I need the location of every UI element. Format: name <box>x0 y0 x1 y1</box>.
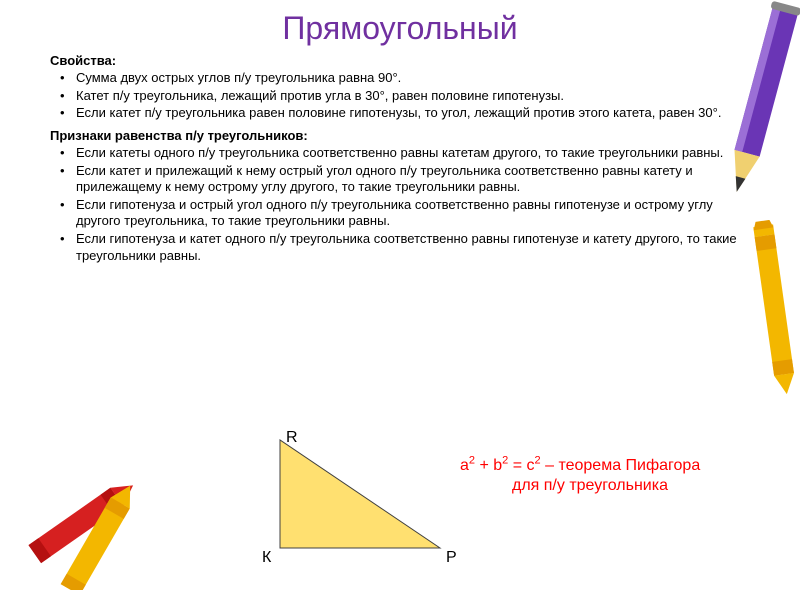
signs-list: Если катеты одного п/у треугольника соот… <box>50 145 750 264</box>
properties-list: Сумма двух острых углов п/у треугольника… <box>50 70 750 122</box>
list-item: Если гипотенуза и острый угол одного п/у… <box>76 197 750 230</box>
diagram-area: R К P a2 + b2 = c2 – теорема Пифагора дл… <box>250 430 750 580</box>
svg-text:К: К <box>262 549 272 566</box>
list-item: Катет п/у треугольника, лежащий против у… <box>76 88 750 105</box>
triangle-diagram: R К P <box>250 430 470 570</box>
list-item: Если катет и прилежащий к нему острый уг… <box>76 163 750 196</box>
list-item: Если гипотенуза и катет одного п/у треуг… <box>76 231 750 264</box>
properties-heading: Свойства: <box>50 53 750 68</box>
page-title: Прямоугольный <box>50 10 750 47</box>
list-item: Если катеты одного п/у треугольника соот… <box>76 145 750 162</box>
signs-heading: Признаки равенства п/у треугольников: <box>50 128 750 143</box>
svg-text:P: P <box>446 549 457 566</box>
svg-text:R: R <box>286 430 298 446</box>
slide-content: Прямоугольный Свойства: Сумма двух остры… <box>0 0 800 264</box>
list-item: Сумма двух острых углов п/у треугольника… <box>76 70 750 87</box>
crayons-bottom-left-icon <box>10 470 160 590</box>
pythagoras-theorem: a2 + b2 = c2 – теорема Пифагора для п/у … <box>460 455 720 496</box>
list-item: Если катет п/у треугольника равен полови… <box>76 105 750 122</box>
